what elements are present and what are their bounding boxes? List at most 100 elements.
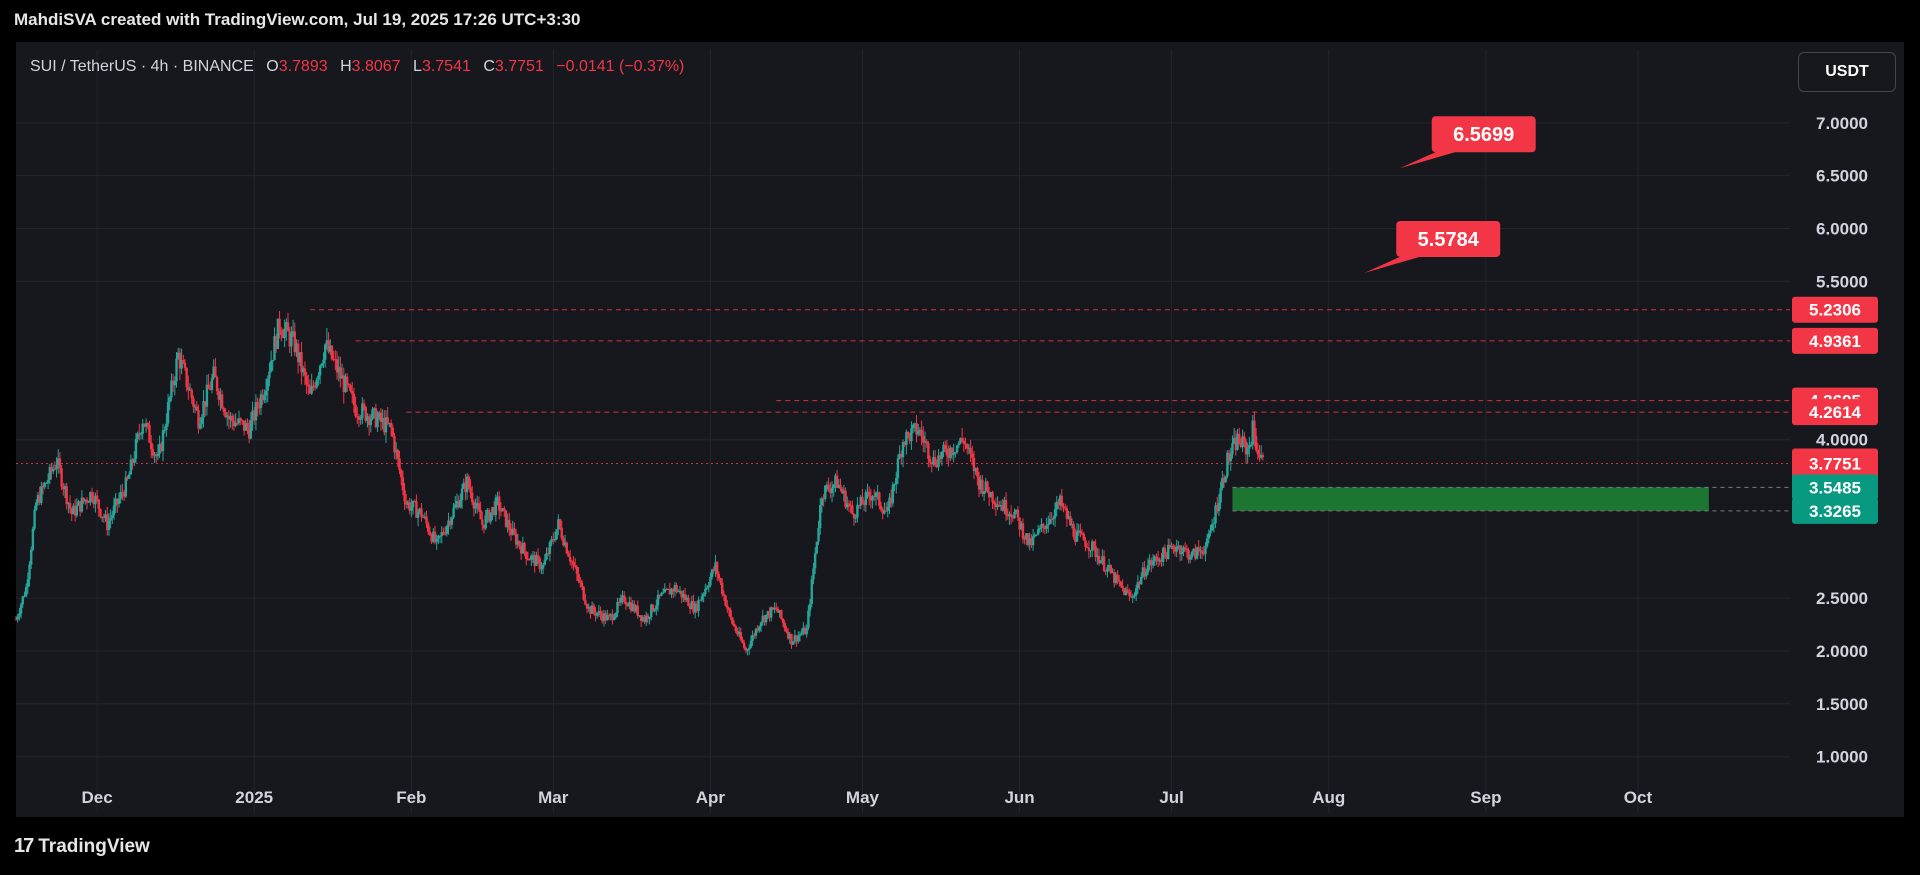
candle-body <box>607 615 611 617</box>
candle-body <box>1072 524 1075 537</box>
candle-body <box>1234 437 1238 450</box>
candle-body <box>122 493 126 497</box>
candle-body <box>552 539 555 541</box>
candle-body <box>445 526 449 534</box>
ohlc-legend: SUI / TetherUS · 4h · BINANCE O3.7893 H3… <box>30 58 684 76</box>
candle-body <box>1168 544 1172 548</box>
candle-body <box>731 617 734 624</box>
candle-body <box>938 455 942 459</box>
candle-body <box>650 604 653 617</box>
candle-body <box>160 443 163 452</box>
candle-body <box>960 438 964 441</box>
candle-body <box>606 615 609 621</box>
candle-body <box>827 484 830 490</box>
candle-body <box>535 555 538 566</box>
candle-body <box>1085 547 1089 549</box>
candle-body <box>584 599 587 605</box>
candle-body <box>60 468 63 487</box>
candle-body <box>920 429 923 437</box>
candle-body <box>435 538 438 543</box>
candle-body <box>989 492 993 498</box>
candle-body <box>67 502 70 505</box>
candle-body <box>1016 509 1020 518</box>
chart-panel[interactable] <box>16 42 1904 817</box>
candle-body <box>308 386 312 394</box>
candle-body <box>1243 436 1246 442</box>
candle-body <box>518 541 521 547</box>
candle-body <box>536 555 540 559</box>
candle-body <box>1129 595 1133 597</box>
candle-body <box>553 539 557 541</box>
symbol-label[interactable]: SUI / TetherUS · 4h · BINANCE <box>30 58 254 75</box>
tradingview-brand: TradingView <box>38 835 150 857</box>
candle-body <box>1199 550 1202 552</box>
candle-body <box>1156 558 1160 562</box>
candle-body <box>219 394 222 400</box>
candle-body <box>1006 514 1009 517</box>
candle-body <box>102 516 106 519</box>
candle-body <box>408 502 411 511</box>
candle-body <box>18 613 21 617</box>
candle-body <box>90 492 94 500</box>
candle-body <box>131 459 134 463</box>
candle-body <box>857 504 861 506</box>
candle-body <box>1126 589 1129 592</box>
candle-body <box>585 604 589 609</box>
candle-body <box>344 376 347 393</box>
candle-body <box>764 614 768 623</box>
candle-body <box>932 457 935 465</box>
target-label: 6.5699 <box>1453 124 1514 146</box>
candle-body <box>1248 445 1251 449</box>
candle-body <box>421 516 425 518</box>
candle-body <box>1063 507 1067 509</box>
candle-body <box>1187 550 1190 560</box>
candle-body <box>1099 560 1102 564</box>
candle-body <box>859 496 862 506</box>
candle-body <box>812 568 815 580</box>
currency-button[interactable]: USDT <box>1798 52 1896 92</box>
candle-body <box>572 561 575 566</box>
candle-body <box>1101 556 1104 561</box>
candle-body <box>525 551 528 560</box>
candle-body <box>26 579 30 587</box>
candle-body <box>501 508 504 512</box>
candle-body <box>312 385 315 387</box>
candle-body <box>237 418 241 424</box>
close-label: C <box>483 58 495 75</box>
candle-body <box>1161 547 1165 562</box>
candle-body <box>386 417 389 424</box>
candle-body <box>1045 525 1048 529</box>
candle-body <box>1011 516 1015 519</box>
y-tick-label: 6.5000 <box>1816 167 1868 186</box>
candle-body <box>1232 437 1236 444</box>
candle-body <box>820 498 824 506</box>
candle-body <box>192 398 195 407</box>
y-tick-label: 2.5000 <box>1816 589 1868 608</box>
candle-body <box>442 532 445 534</box>
candle-body <box>668 588 672 595</box>
candle-body <box>830 488 834 494</box>
candle-body <box>617 601 621 603</box>
candle-body <box>1075 531 1079 542</box>
candle-body <box>959 438 962 444</box>
candle-body <box>1013 512 1016 519</box>
candle-body <box>63 486 67 490</box>
candle-body <box>533 555 536 566</box>
candle-body <box>116 498 119 505</box>
candle-body <box>1145 572 1148 577</box>
candle-body <box>862 504 866 506</box>
candle-body <box>971 453 974 458</box>
candle-body <box>589 606 592 614</box>
candle-body <box>1131 596 1134 598</box>
candle-body <box>318 365 322 376</box>
candle-body <box>847 503 851 506</box>
candle-body <box>48 466 51 480</box>
candle-body <box>781 618 785 623</box>
candle-body <box>1158 559 1162 562</box>
candle-body <box>1229 454 1232 462</box>
candle-body <box>1040 524 1043 528</box>
candle-body <box>800 633 803 635</box>
candle-body <box>653 609 656 612</box>
candle-body <box>391 427 394 437</box>
